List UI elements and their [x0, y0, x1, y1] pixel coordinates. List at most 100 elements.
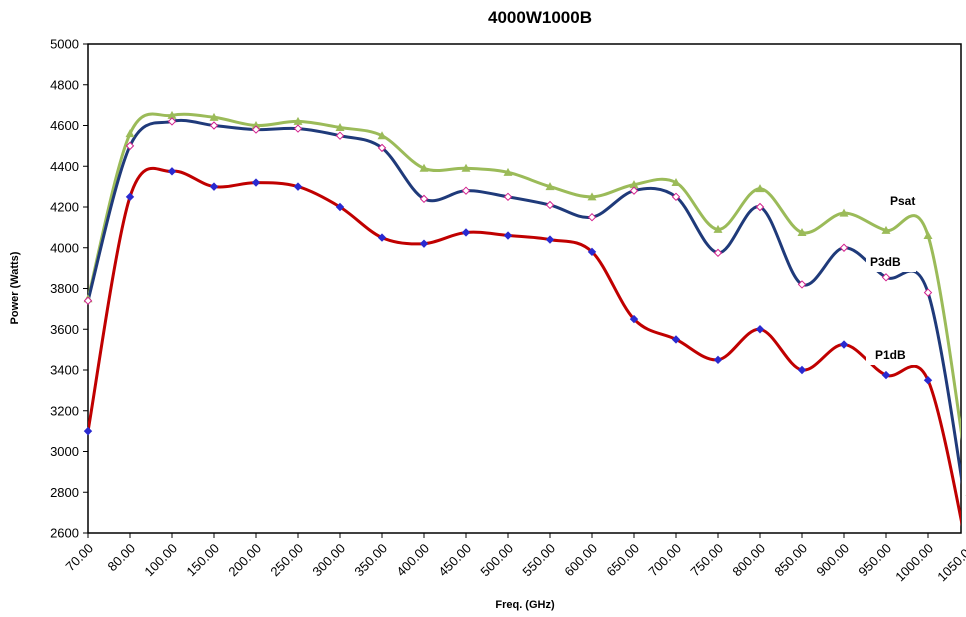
- x-axis: 70.00 80.00 100.00 150.00 200.00 250.00 300.00…: [63, 533, 966, 584]
- data-point-p3db: [671, 192, 681, 202]
- data-point-psat: [503, 167, 513, 176]
- y-tick-label: 4800: [50, 77, 79, 92]
- y-tick-label: 3600: [50, 322, 79, 337]
- x-tick-label: 150.00: [183, 541, 222, 580]
- data-point-p3db: [587, 212, 597, 222]
- y-tick-label: 4600: [50, 118, 79, 133]
- data-point-psat: [209, 112, 219, 121]
- data-point-psat: [587, 192, 597, 201]
- data-point-psat: [335, 123, 345, 132]
- data-point-p1db: [167, 167, 177, 176]
- data-point-p3db: [377, 143, 387, 153]
- data-point-p3db: [503, 192, 513, 202]
- data-point-p3db: [293, 124, 303, 133]
- x-tick-label: 70.00: [63, 541, 97, 575]
- x-tick-label: 500.00: [477, 541, 516, 580]
- y-axis-title: Power (Watts): [9, 251, 21, 324]
- x-tick-label: 1000.00: [892, 541, 936, 585]
- data-point-p3db: [167, 117, 177, 126]
- data-point-p1db: [629, 314, 639, 324]
- x-tick-label: 400.00: [393, 541, 432, 580]
- data-point-psat: [125, 129, 135, 138]
- data-point-p1db: [797, 365, 807, 375]
- x-axis-title: Freq. (GHz): [495, 599, 555, 611]
- data-point-p3db: [923, 288, 933, 297]
- x-tick-label: 200.00: [225, 541, 264, 580]
- x-tick-label: 600.00: [561, 541, 600, 580]
- chart-title: 4000W1000B: [488, 8, 592, 27]
- data-point-p3db: [545, 200, 555, 210]
- data-point-psat: [293, 116, 303, 125]
- x-tick-label: 650.00: [603, 541, 642, 580]
- data-point-psat: [713, 224, 723, 233]
- data-point-p3db: [881, 273, 891, 282]
- data-point-p1db: [923, 375, 933, 385]
- y-tick-label: 5000: [50, 37, 79, 52]
- data-point-psat: [755, 184, 765, 193]
- x-tick-label: 950.00: [855, 541, 894, 580]
- data-point-p3db: [629, 186, 639, 195]
- y-tick-label: 3200: [50, 403, 79, 418]
- data-point-p3db: [839, 243, 849, 252]
- data-point-p1db: [461, 228, 471, 237]
- x-tick-label: 800.00: [729, 541, 768, 580]
- data-point-psat: [629, 180, 639, 189]
- x-tick-label: 550.00: [519, 541, 558, 580]
- data-point-p1db: [839, 340, 849, 349]
- data-point-p3db: [755, 202, 765, 212]
- x-tick-label: 250.00: [267, 541, 306, 580]
- x-tick-label: 900.00: [813, 541, 852, 580]
- data-point-p3db: [335, 131, 345, 140]
- y-tick-label: 4000: [50, 240, 79, 255]
- x-tick-label: 100.00: [141, 541, 180, 580]
- y-tick-label: 2600: [50, 526, 79, 541]
- data-point-p1db: [503, 231, 513, 240]
- data-point-p3db: [419, 194, 429, 204]
- data-point-p1db: [881, 370, 891, 380]
- plot-area: [87, 43, 962, 534]
- data-point-p1db: [713, 355, 723, 365]
- data-point-p1db: [209, 182, 219, 191]
- data-point-psat: [881, 225, 891, 234]
- data-point-p3db: [713, 248, 723, 258]
- data-point-p3db: [125, 141, 135, 151]
- x-tick-label: 750.00: [687, 541, 726, 580]
- data-point-psat: [923, 231, 933, 240]
- data-point-p1db: [251, 178, 261, 187]
- y-tick-label: 4400: [50, 159, 79, 174]
- data-point-p1db: [587, 247, 597, 257]
- data-point-psat: [671, 178, 681, 187]
- x-tick-label: 850.00: [771, 541, 810, 580]
- data-point-psat: [251, 121, 261, 129]
- data-point-p3db: [83, 296, 93, 305]
- data-point-psat: [419, 163, 429, 172]
- x-tick-label: 350.00: [351, 541, 390, 580]
- series-markers: [83, 110, 966, 534]
- y-tick-label: 2800: [50, 485, 79, 500]
- data-point-p3db: [797, 280, 807, 289]
- data-point-psat: [461, 163, 471, 172]
- data-point-psat: [377, 131, 387, 140]
- data-point-p3db: [251, 125, 261, 134]
- data-point-p1db: [125, 192, 135, 202]
- data-point-psat: [545, 182, 555, 191]
- x-tick-label: 300.00: [309, 541, 348, 580]
- x-tick-label: 450.00: [435, 541, 474, 580]
- x-tick-label: 80.00: [105, 541, 139, 575]
- x-tick-label: 700.00: [645, 541, 684, 580]
- data-point-p1db: [671, 335, 681, 344]
- series-label-p3db: P3dB: [870, 255, 901, 269]
- y-tick-label: 4200: [50, 200, 79, 215]
- y-tick-label: 3000: [50, 444, 79, 459]
- data-point-p1db: [293, 182, 303, 191]
- y-tick-label: 3800: [50, 281, 79, 296]
- data-point-psat: [839, 208, 849, 217]
- data-point-psat: [167, 110, 177, 119]
- data-point-p1db: [377, 233, 387, 242]
- series-label-p1db: P1dB: [875, 348, 906, 362]
- data-point-p1db: [83, 426, 93, 436]
- y-tick-label: 3400: [50, 363, 79, 378]
- x-tick-label: 1050.00: [934, 541, 966, 585]
- data-point-p3db: [209, 121, 219, 130]
